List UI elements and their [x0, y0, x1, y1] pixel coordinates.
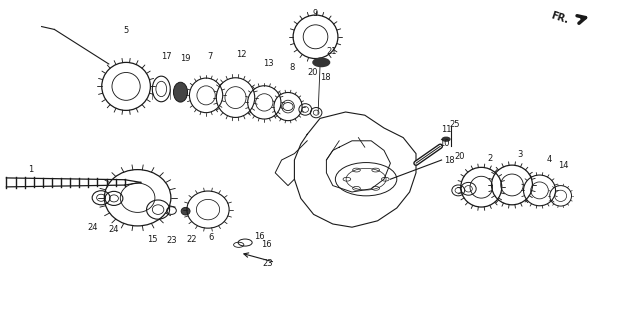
Text: 25: 25	[449, 120, 460, 129]
Text: 1: 1	[28, 165, 33, 174]
Text: 21: 21	[326, 47, 337, 56]
Text: 20: 20	[454, 152, 465, 161]
Text: 24: 24	[88, 223, 98, 232]
Text: 24: 24	[109, 225, 119, 234]
Text: 3: 3	[518, 150, 523, 159]
Text: 23: 23	[262, 260, 273, 268]
Text: 22: 22	[187, 236, 197, 244]
Text: 7: 7	[207, 52, 212, 61]
Text: 14: 14	[558, 161, 568, 170]
Text: 18: 18	[444, 156, 454, 164]
Text: 20: 20	[307, 68, 317, 77]
Text: 9: 9	[313, 9, 318, 18]
Text: 23: 23	[166, 236, 177, 245]
Text: 8: 8	[290, 63, 295, 72]
Text: 18: 18	[320, 73, 330, 82]
Ellipse shape	[181, 207, 190, 215]
Ellipse shape	[173, 82, 188, 102]
Text: 2: 2	[487, 154, 492, 163]
Text: 6: 6	[209, 233, 214, 242]
Text: 10: 10	[440, 139, 450, 148]
Text: 12: 12	[236, 50, 246, 59]
Circle shape	[313, 58, 330, 67]
Text: 4: 4	[547, 155, 552, 164]
Text: 19: 19	[180, 54, 191, 63]
Text: 11: 11	[441, 125, 451, 134]
Text: 5: 5	[124, 26, 129, 35]
Circle shape	[442, 137, 450, 141]
Text: FR.: FR.	[549, 10, 570, 25]
Text: 16: 16	[261, 240, 271, 249]
Text: 13: 13	[264, 59, 274, 68]
Text: 15: 15	[147, 235, 157, 244]
Text: 17: 17	[161, 52, 172, 60]
Text: 16: 16	[254, 232, 264, 241]
